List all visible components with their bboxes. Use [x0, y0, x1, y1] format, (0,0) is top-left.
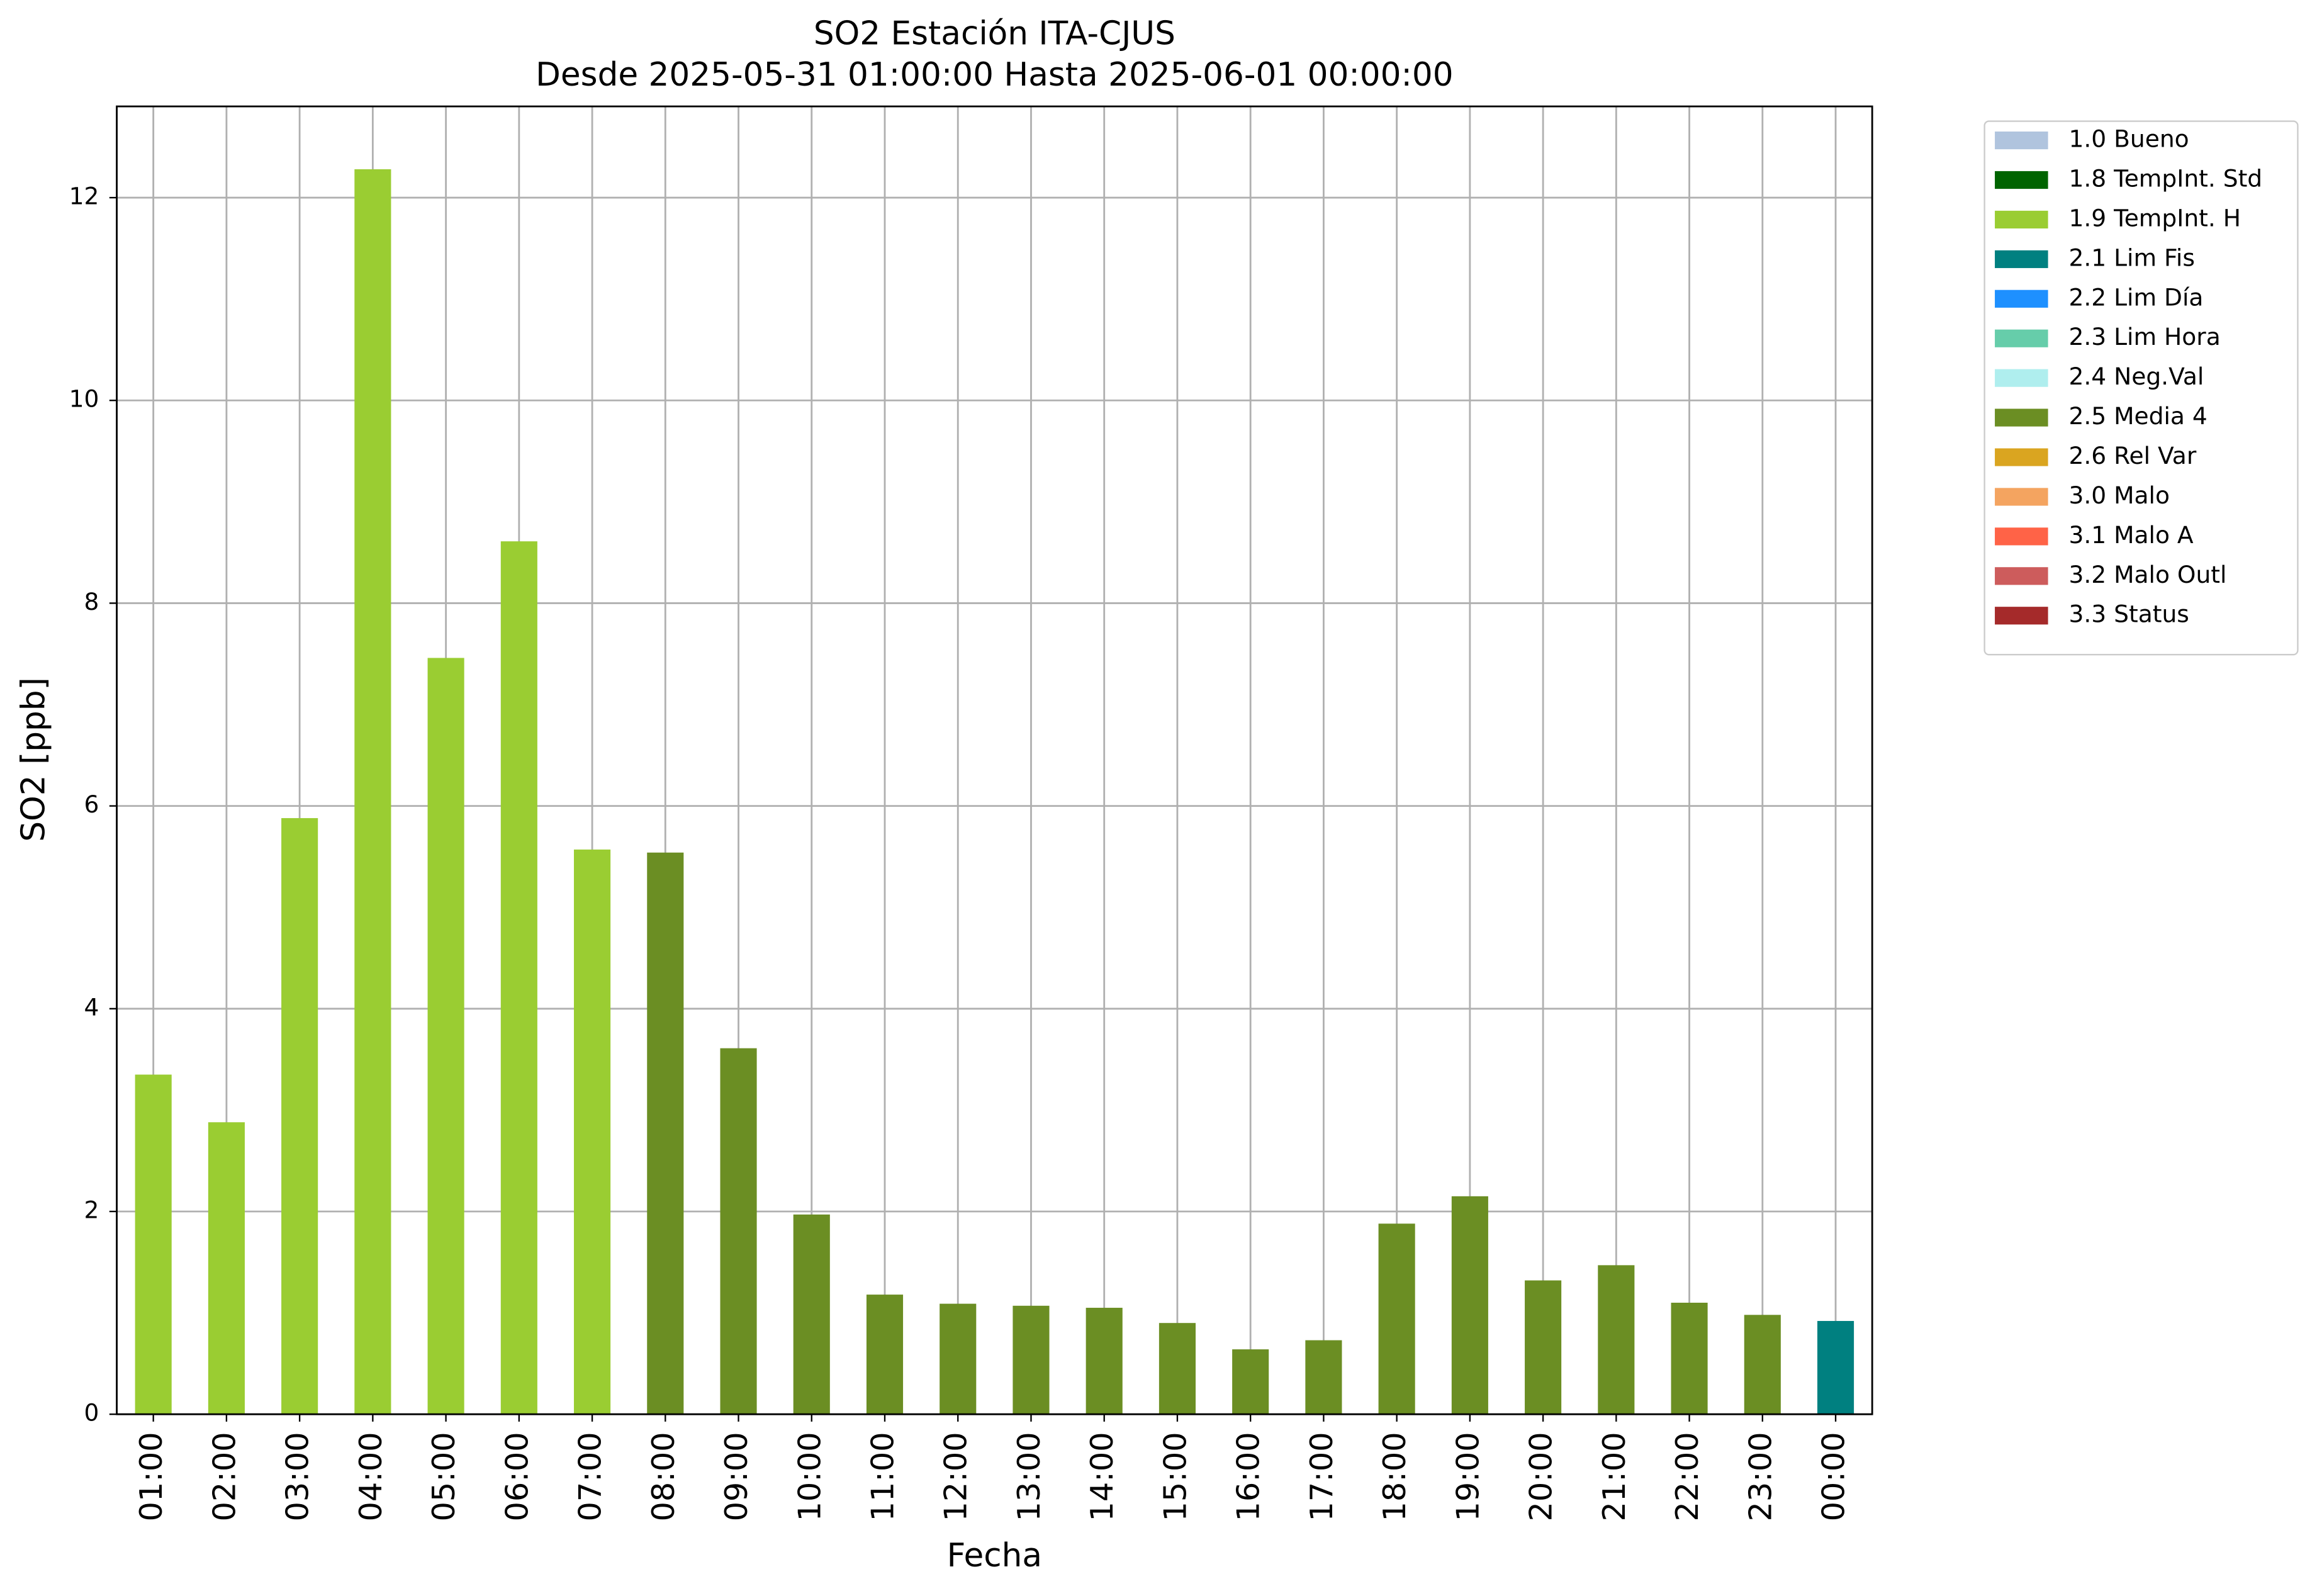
bar: [1086, 1308, 1123, 1415]
legend-label: 2.2 Lim Día: [2068, 283, 2203, 311]
x-tick-label: 02:00: [206, 1432, 242, 1521]
bar: [1305, 1340, 1342, 1415]
bar: [720, 1048, 757, 1415]
x-tick-label: 18:00: [1376, 1432, 1413, 1521]
x-tick-label: 05:00: [425, 1432, 462, 1521]
bar: [866, 1295, 904, 1415]
bar: [940, 1303, 977, 1415]
x-tick-label: 12:00: [938, 1432, 974, 1521]
y-tick-label: 0: [84, 1399, 99, 1427]
bar: [647, 852, 684, 1415]
legend-swatch: [1995, 250, 2048, 268]
legend-label: 3.0 Malo: [2068, 481, 2170, 509]
legend-swatch: [1995, 448, 2048, 466]
legend-swatch: [1995, 131, 2048, 150]
bar: [1817, 1320, 1854, 1415]
x-tick-label: 04:00: [352, 1432, 389, 1521]
x-tick-label: 11:00: [865, 1432, 901, 1521]
y-tick-label: 2: [84, 1196, 99, 1223]
legend-label: 1.8 TempInt. Std: [2068, 165, 2262, 193]
y-tick-label: 10: [69, 385, 99, 413]
legend-swatch: [1995, 408, 2048, 427]
x-tick-label: 08:00: [645, 1432, 682, 1521]
legend-label: 1.0 Bueno: [2068, 125, 2189, 153]
bar: [354, 169, 391, 1415]
legend-swatch: [1995, 567, 2048, 585]
bar: [208, 1122, 245, 1415]
x-tick-label: 00:00: [1815, 1432, 1852, 1521]
legend-box: [1983, 120, 2299, 656]
legend-swatch: [1995, 527, 2048, 546]
x-tick-label: 01:00: [133, 1432, 169, 1521]
x-axis-label: Fecha: [947, 1537, 1042, 1575]
legend-swatch: [1995, 607, 2048, 625]
x-tick-label: 14:00: [1084, 1432, 1120, 1521]
legend-swatch: [1995, 329, 2048, 347]
x-tick-label: 23:00: [1742, 1432, 1778, 1521]
chart-subtitle: Desde 2025-05-31 01:00:00 Hasta 2025-06-…: [536, 56, 1453, 94]
legend-swatch: [1995, 289, 2048, 308]
bar: [574, 849, 611, 1415]
bar: [1451, 1196, 1488, 1415]
bar: [500, 541, 537, 1415]
legend-swatch: [1995, 171, 2048, 189]
legend-label: 1.9 TempInt. H: [2068, 204, 2241, 232]
x-tick-label: 10:00: [791, 1432, 828, 1521]
legend-label: 2.5 Media 4: [2068, 402, 2207, 430]
legend-label: 3.2 Malo Outl: [2068, 561, 2226, 588]
y-tick-label: 8: [84, 588, 99, 615]
bar: [793, 1214, 830, 1415]
y-tick-label: 6: [84, 790, 99, 818]
legend-swatch: [1995, 210, 2048, 229]
x-tick-label: 09:00: [718, 1432, 755, 1521]
legend-label: 3.1 Malo A: [2068, 521, 2193, 549]
bar: [1232, 1349, 1269, 1415]
bar: [1013, 1305, 1050, 1415]
x-tick-label: 17:00: [1303, 1432, 1340, 1521]
plot-frame: [116, 105, 1873, 1415]
y-tick-label: 4: [84, 993, 99, 1021]
bar: [281, 818, 318, 1415]
legend-swatch: [1995, 488, 2048, 506]
bar: [1525, 1280, 1562, 1415]
bar: [135, 1074, 172, 1415]
legend-label: 2.4 Neg.Val: [2068, 362, 2204, 390]
legend-label: 2.3 Lim Hora: [2068, 323, 2220, 351]
x-tick-label: 15:00: [1157, 1432, 1193, 1521]
x-tick-label: 20:00: [1523, 1432, 1559, 1521]
bar: [1598, 1265, 1635, 1415]
y-axis-label: SO2 [ppb]: [14, 677, 52, 841]
x-tick-label: 03:00: [279, 1432, 316, 1521]
bar: [1378, 1223, 1415, 1415]
legend-swatch: [1995, 369, 2048, 387]
x-tick-label: 22:00: [1669, 1432, 1705, 1521]
x-tick-label: 07:00: [572, 1432, 609, 1521]
bar: [1158, 1323, 1196, 1415]
legend-label: 3.3 Status: [2068, 600, 2189, 628]
x-tick-label: 06:00: [498, 1432, 535, 1521]
legend-label: 2.6 Rel Var: [2068, 442, 2196, 469]
x-tick-label: 21:00: [1596, 1432, 1632, 1521]
y-tick-label: 12: [69, 183, 99, 210]
x-tick-label: 13:00: [1011, 1432, 1047, 1521]
bar: [427, 658, 464, 1415]
legend-label: 2.1 Lim Fis: [2068, 244, 2194, 271]
bar: [1744, 1315, 1781, 1415]
x-tick-label: 16:00: [1230, 1432, 1267, 1521]
chart-title: SO2 Estación ITA-CJUS: [814, 14, 1175, 52]
x-tick-label: 19:00: [1449, 1432, 1486, 1521]
bar: [1671, 1302, 1708, 1415]
